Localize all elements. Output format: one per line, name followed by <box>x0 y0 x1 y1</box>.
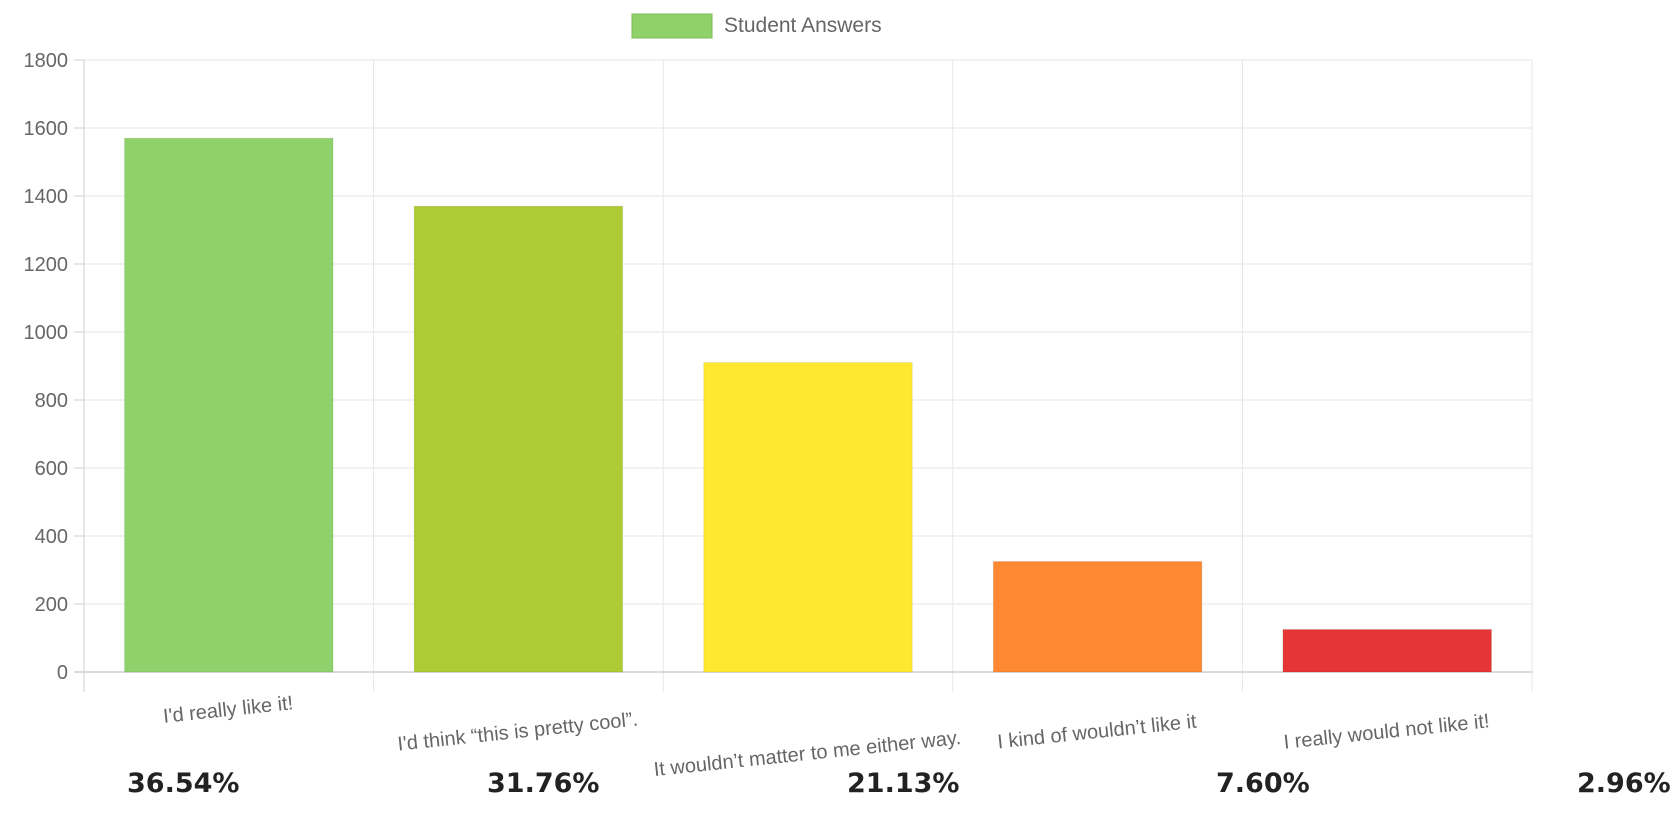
x-tick-label-4: I kind of wouldn’t like it <box>996 711 1198 754</box>
y-tick-label-1600: 1600 <box>24 118 69 140</box>
percentage-label-1: 36.54% <box>127 768 240 799</box>
x-tick-label-1: I'd really like it! <box>162 692 294 728</box>
x-tick-label-5: I really would not like it! <box>1283 710 1491 753</box>
y-tick-label-600: 600 <box>35 458 68 480</box>
y-tick-label-1200: 1200 <box>24 254 69 276</box>
percentage-label-2: 31.76% <box>487 768 600 799</box>
legend-swatch <box>631 13 713 39</box>
y-tick-label-1800: 1800 <box>24 50 69 72</box>
percentage-row: 36.54% 31.76% 21.13% 7.60% 2.96% <box>0 768 1676 808</box>
bar-4 <box>992 561 1203 673</box>
y-tick-label-0: 0 <box>57 662 68 684</box>
percentage-label-5: 2.96% <box>1577 768 1671 799</box>
x-tick-label-2: I'd think “this is pretty cool”. <box>396 708 639 755</box>
bar-2 <box>413 205 624 673</box>
percentage-label-4: 7.60% <box>1216 768 1310 799</box>
bar-1 <box>124 137 334 673</box>
y-tick-label-200: 200 <box>35 594 68 616</box>
chart-legend: Student Answers <box>631 13 882 39</box>
y-tick-label-1400: 1400 <box>24 186 69 208</box>
chart-bars <box>124 137 1492 673</box>
y-tick-label-400: 400 <box>35 526 68 548</box>
legend-label: Student Answers <box>724 14 882 37</box>
y-tick-label-1000: 1000 <box>24 322 69 344</box>
percentage-label-3: 21.13% <box>847 768 960 799</box>
y-tick-label-800: 800 <box>35 390 68 412</box>
bar-3 <box>703 362 913 673</box>
y-axis: 0 200 400 600 800 1000 1200 1400 1600 1800 <box>24 50 69 684</box>
bar-5 <box>1282 629 1492 673</box>
